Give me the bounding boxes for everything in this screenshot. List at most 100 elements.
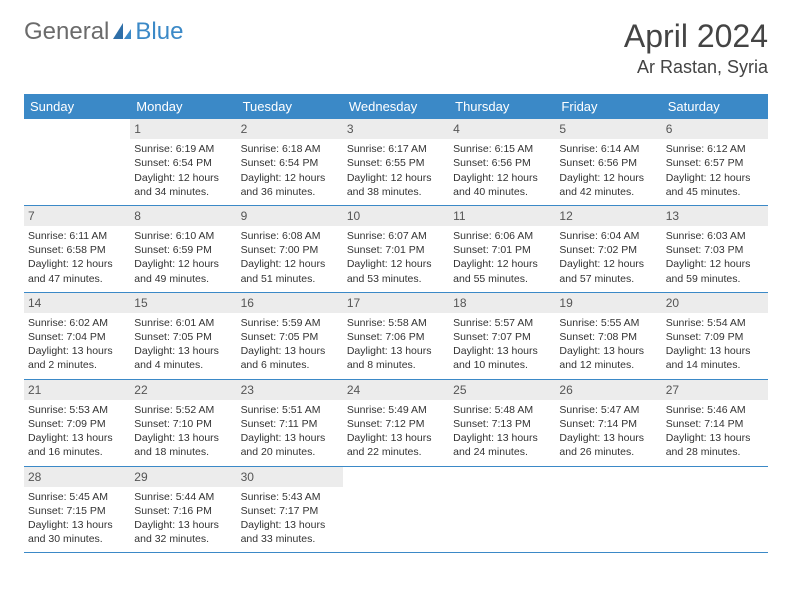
- weekday-tuesday: Tuesday: [237, 94, 343, 119]
- sunrise-line: Sunrise: 5:53 AM: [28, 403, 126, 417]
- day-cell-3: 3Sunrise: 6:17 AMSunset: 6:55 PMDaylight…: [343, 119, 449, 205]
- daylight-line: Daylight: 13 hours and 16 minutes.: [28, 431, 126, 459]
- daylight-line: Daylight: 12 hours and 55 minutes.: [453, 257, 551, 285]
- day-cell-19: 19Sunrise: 5:55 AMSunset: 7:08 PMDayligh…: [555, 293, 661, 379]
- sunrise-line: Sunrise: 5:46 AM: [666, 403, 764, 417]
- weekday-wednesday: Wednesday: [343, 94, 449, 119]
- weekday-thursday: Thursday: [449, 94, 555, 119]
- sunset-line: Sunset: 6:57 PM: [666, 156, 764, 170]
- sunrise-line: Sunrise: 5:52 AM: [134, 403, 232, 417]
- day-number: 28: [24, 467, 130, 487]
- day-number: 11: [449, 206, 555, 226]
- sunset-line: Sunset: 7:15 PM: [28, 504, 126, 518]
- day-number: 20: [662, 293, 768, 313]
- daylight-line: Daylight: 12 hours and 36 minutes.: [241, 171, 339, 199]
- day-number: 18: [449, 293, 555, 313]
- daylight-line: Daylight: 12 hours and 34 minutes.: [134, 171, 232, 199]
- sunset-line: Sunset: 7:14 PM: [666, 417, 764, 431]
- sunrise-line: Sunrise: 5:48 AM: [453, 403, 551, 417]
- day-cell-18: 18Sunrise: 5:57 AMSunset: 7:07 PMDayligh…: [449, 293, 555, 379]
- daylight-line: Daylight: 13 hours and 24 minutes.: [453, 431, 551, 459]
- sunset-line: Sunset: 7:12 PM: [347, 417, 445, 431]
- daylight-line: Daylight: 12 hours and 49 minutes.: [134, 257, 232, 285]
- week-row: 21Sunrise: 5:53 AMSunset: 7:09 PMDayligh…: [24, 380, 768, 467]
- daylight-line: Daylight: 12 hours and 53 minutes.: [347, 257, 445, 285]
- sunset-line: Sunset: 7:09 PM: [28, 417, 126, 431]
- day-number: 15: [130, 293, 236, 313]
- day-cell-7: 7Sunrise: 6:11 AMSunset: 6:58 PMDaylight…: [24, 206, 130, 292]
- location-label: Ar Rastan, Syria: [624, 57, 768, 78]
- day-number: 1: [130, 119, 236, 139]
- weekday-sunday: Sunday: [24, 94, 130, 119]
- sunset-line: Sunset: 6:56 PM: [453, 156, 551, 170]
- sunset-line: Sunset: 7:06 PM: [347, 330, 445, 344]
- day-cell-13: 13 Sunrise: 6:03 AMSunset: 7:03 PMDayligh…: [662, 206, 768, 292]
- sunrise-line: Sunrise: 6:15 AM: [453, 142, 551, 156]
- sunset-line: Sunset: 7:17 PM: [241, 504, 339, 518]
- day-cell-empty: .: [24, 119, 130, 205]
- sunset-line: Sunset: 7:14 PM: [559, 417, 657, 431]
- day-cell-2: 2Sunrise: 6:18 AMSunset: 6:54 PMDaylight…: [237, 119, 343, 205]
- day-number: 16: [237, 293, 343, 313]
- day-cell-empty: .: [555, 467, 661, 553]
- day-cell-14: 14Sunrise: 6:02 AMSunset: 7:04 PMDayligh…: [24, 293, 130, 379]
- day-cell-20: 20Sunrise: 5:54 AMSunset: 7:09 PMDayligh…: [662, 293, 768, 379]
- day-number: 13: [662, 206, 768, 226]
- day-cell-26: 26Sunrise: 5:47 AMSunset: 7:14 PMDayligh…: [555, 380, 661, 466]
- day-cell-28: 28Sunrise: 5:45 AMSunset: 7:15 PMDayligh…: [24, 467, 130, 553]
- sunrise-line: Sunrise: 6:10 AM: [134, 229, 232, 243]
- sunset-line: Sunset: 7:01 PM: [453, 243, 551, 257]
- sunrise-line: Sunrise: 5:43 AM: [241, 490, 339, 504]
- day-number: 22: [130, 380, 236, 400]
- day-cell-27: 27Sunrise: 5:46 AMSunset: 7:14 PMDayligh…: [662, 380, 768, 466]
- daylight-line: Daylight: 12 hours and 47 minutes.: [28, 257, 126, 285]
- calendar: SundayMondayTuesdayWednesdayThursdayFrid…: [24, 94, 768, 553]
- day-number: 24: [343, 380, 449, 400]
- page-title: April 2024: [624, 18, 768, 55]
- day-cell-22: 22Sunrise: 5:52 AMSunset: 7:10 PMDayligh…: [130, 380, 236, 466]
- sunset-line: Sunset: 7:07 PM: [453, 330, 551, 344]
- day-cell-8: 8Sunrise: 6:10 AMSunset: 6:59 PMDaylight…: [130, 206, 236, 292]
- daylight-line: Daylight: 13 hours and 20 minutes.: [241, 431, 339, 459]
- sunrise-line: Sunrise: 5:57 AM: [453, 316, 551, 330]
- day-number: 4: [449, 119, 555, 139]
- week-row: 14 Sunrise: 6:02 AMSunset: 7:04 PM Dayligh…: [24, 293, 768, 380]
- day-number: 5: [555, 119, 661, 139]
- day-cell-empty: .: [662, 467, 768, 553]
- sunset-line: Sunset: 7:13 PM: [453, 417, 551, 431]
- logo: General Blue: [24, 18, 183, 46]
- day-cell-30: 30Sunrise: 5:43 AMSunset: 7:17 PMDayligh…: [237, 467, 343, 553]
- daylight-line: Daylight: 13 hours and 30 minutes.: [28, 518, 126, 546]
- day-cell-4: 4 Sunrise: 6:15 AMSunset: 6:56 PMDaylight…: [449, 119, 555, 205]
- daylight-line: Daylight: 12 hours and 42 minutes.: [559, 171, 657, 199]
- day-number: 26: [555, 380, 661, 400]
- daylight-line: Daylight: 12 hours and 59 minutes.: [666, 257, 764, 285]
- sunset-line: Sunset: 6:58 PM: [28, 243, 126, 257]
- day-number: 29: [130, 467, 236, 487]
- day-cell-21: 21Sunrise: 5:53 AMSunset: 7:09 PMDayligh…: [24, 380, 130, 466]
- daylight-line: Daylight: 13 hours and 12 minutes.: [559, 344, 657, 372]
- sunrise-line: Sunrise: 6:12 AM: [666, 142, 764, 156]
- sunrise-line: Sunrise: 6:17 AM: [347, 142, 445, 156]
- week-row: .1Sunrise: 6:19 AMSunset: 6:54 PMDayligh…: [24, 119, 768, 206]
- daylight-line: Daylight: 13 hours and 32 minutes.: [134, 518, 232, 546]
- sunrise-line: Sunrise: 6:14 AM: [559, 142, 657, 156]
- sunrise-line: Sunrise: 6:03 AM: [666, 229, 764, 243]
- day-cell-5: 5Sunrise: 6:14 AMSunset: 6:56 PMDaylight…: [555, 119, 661, 205]
- day-cell-29: 29Sunrise: 5:44 AMSunset: 7:16 PMDayligh…: [130, 467, 236, 553]
- day-number: 23: [237, 380, 343, 400]
- calendar-page: General Blue April 2024 Ar Rastan, Syria…: [0, 0, 792, 571]
- daylight-line: Daylight: 12 hours and 40 minutes.: [453, 171, 551, 199]
- daylight-line: Daylight: 13 hours and 22 minutes.: [347, 431, 445, 459]
- sunrise-line: Sunrise: 6:11 AM: [28, 229, 126, 243]
- weekday-saturday: Saturday: [662, 94, 768, 119]
- day-number: 8: [130, 206, 236, 226]
- day-number: 2: [237, 119, 343, 139]
- sunrise-line: Sunrise: 6:02 AM: [28, 316, 126, 330]
- sunrise-line: Sunrise: 5:55 AM: [559, 316, 657, 330]
- day-number: 14: [24, 293, 130, 313]
- day-number: 17: [343, 293, 449, 313]
- sunset-line: Sunset: 7:03 PM: [666, 243, 764, 257]
- week-row: 28Sunrise: 5:45 AMSunset: 7:15 PMDayligh…: [24, 467, 768, 554]
- sunset-line: Sunset: 7:04 PM: [28, 330, 126, 344]
